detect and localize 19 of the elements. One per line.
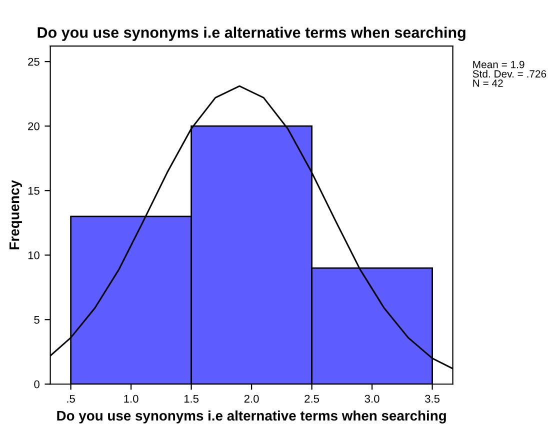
y-axis-title: Frequency (10, 180, 22, 250)
x-tick-label: 1.5 (184, 394, 199, 403)
chart-title: Do you use synonyms i.e alternative terms when searching (38, 26, 466, 41)
x-tick-label: 3.5 (425, 394, 440, 403)
x-tick-label: .5 (67, 394, 75, 403)
y-tick-label: 25 (28, 58, 40, 66)
y-tick-label: 20 (28, 122, 40, 130)
x-tick-label: 3.0 (364, 394, 380, 403)
x-tick-label: 2.0 (244, 394, 259, 403)
y-tick-label: 10 (28, 251, 40, 260)
text: N = 42 (473, 80, 503, 87)
y-tick-label: 15 (28, 186, 40, 195)
x-axis-title: Do you use synonyms i.e alternative terms when searching (57, 410, 446, 424)
x-tick-label: 2.5 (304, 394, 320, 403)
text: Mean = 1.9 (473, 60, 524, 68)
x-tick-label: 1.0 (124, 394, 138, 403)
y-tick-label: 5 (34, 316, 40, 324)
y-tick-label: 0 (34, 380, 40, 388)
text: Std. Dev. = .726 (472, 70, 546, 78)
